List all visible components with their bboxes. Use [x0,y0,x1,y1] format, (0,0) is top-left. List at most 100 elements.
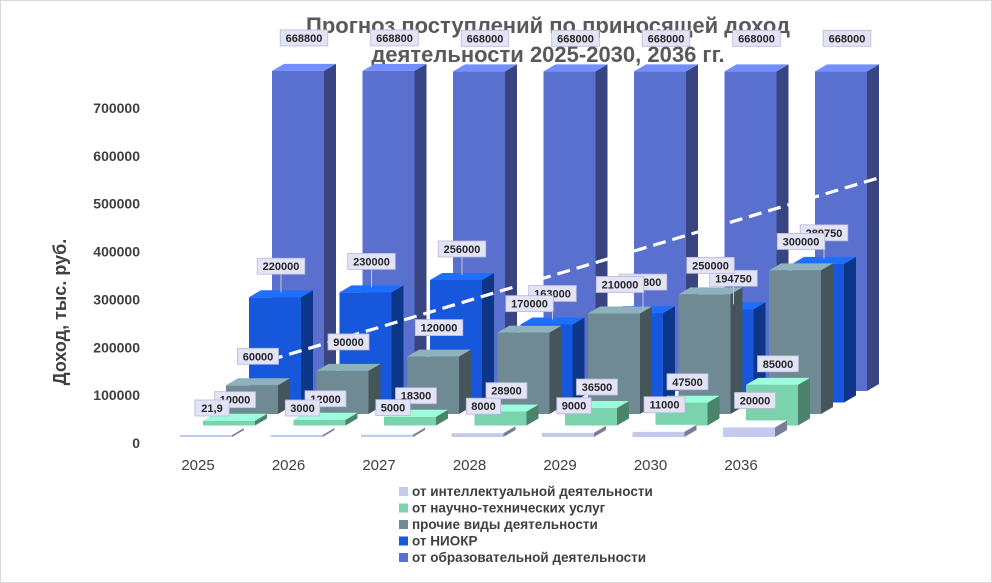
y-tick-label: 200000 [93,339,140,355]
svg-text:9000: 9000 [562,401,586,413]
svg-text:3000: 3000 [290,403,314,415]
svg-text:250000: 250000 [692,260,729,272]
data-label: 28900 [485,382,528,400]
x-tick-label: 2025 [181,457,214,474]
legend-label: от научно-технических услуг [412,501,606,516]
svg-text:60000: 60000 [243,351,274,363]
legend-swatch [399,503,408,513]
data-label: 90000 [327,333,370,351]
svg-text:220000: 220000 [263,261,300,273]
bar [361,427,425,437]
data-label: 20000 [734,392,776,409]
legend-label: прочие виды деятельности [412,517,598,532]
data-label: 250000 [686,256,735,274]
y-tick-label: 0 [132,435,140,451]
svg-text:47500: 47500 [672,377,703,389]
data-label: 668000 [732,29,781,47]
legend-item: от интеллектуальной деятельности [399,484,653,499]
y-tick-label: 100000 [93,387,140,403]
data-label: 668000 [641,29,691,47]
bar [451,426,516,437]
data-label: 256000 [437,240,487,275]
svg-text:668800: 668800 [376,33,413,45]
x-tick-label: 2029 [543,457,576,474]
x-tick-label: 2028 [453,457,486,474]
bar [407,349,471,414]
data-label: 668000 [460,29,510,47]
legend-label: от НИОКР [412,534,477,549]
legend-label: от образовательной деятельности [412,550,646,565]
svg-text:668000: 668000 [557,33,594,45]
legend-swatch [399,520,408,529]
svg-text:21,9: 21,9 [201,403,222,415]
trend-arrow [269,170,905,362]
svg-text:256000: 256000 [444,244,481,256]
legend-swatch [399,487,408,496]
svg-text:36500: 36500 [582,382,613,394]
y-axis-title: Доход, тыс. руб. [50,239,70,385]
svg-text:230000: 230000 [353,256,390,268]
data-label: 8000 [465,397,502,415]
svg-text:668000: 668000 [648,33,685,45]
bar [180,428,244,437]
legend-item: от НИОКР [399,534,477,549]
svg-text:668000: 668000 [829,33,866,45]
data-label: 668000 [822,29,872,47]
data-label: 668800 [279,29,329,47]
svg-text:85000: 85000 [763,359,794,371]
bar [542,425,606,437]
legend-swatch [399,536,408,546]
data-label: 85000 [757,355,799,373]
svg-text:5000: 5000 [381,403,405,415]
svg-text:668000: 668000 [738,33,775,45]
x-tick-label: 2026 [272,457,305,474]
data-label: 3000 [284,399,321,417]
legend-item: от научно-технических услуг [399,501,606,516]
data-label: 194750 [709,269,758,305]
bar [497,325,562,414]
bar [249,290,313,403]
data-label: 210000 [595,276,645,293]
svg-text:210000: 210000 [602,280,639,292]
data-label: 220000 [256,257,306,293]
data-label: 668800 [370,29,419,47]
bar [293,412,358,426]
data-label: 9000 [556,397,592,415]
data-label: 668000 [551,29,600,47]
y-tick-label: 700000 [93,100,140,116]
x-tick-label: 2036 [724,457,757,474]
y-tick-label: 600000 [93,148,140,164]
data-label: 47500 [666,373,709,391]
data-label: 21,9 [194,399,230,417]
bar [632,424,697,437]
data-label: 36500 [576,378,618,396]
svg-text:194750: 194750 [715,273,752,285]
y-tick-label: 400000 [93,244,140,260]
bar [723,420,787,437]
x-tick-label: 2027 [362,457,395,474]
data-label: 5000 [375,399,411,417]
legend-item: прочие виды деятельности [399,517,598,532]
data-label: 300000 [776,233,826,250]
svg-text:300000: 300000 [783,236,820,248]
svg-text:28900: 28900 [491,386,522,398]
svg-text:668000: 668000 [467,33,504,45]
y-tick-label: 300000 [93,291,140,307]
svg-text:20000: 20000 [740,395,771,407]
svg-text:8000: 8000 [471,401,495,413]
data-label: 230000 [347,253,396,288]
x-tick-label: 2030 [634,457,667,474]
bar [270,428,335,437]
svg-text:120000: 120000 [421,323,458,335]
y-tick-label: 500000 [93,196,140,212]
bar [588,306,652,414]
data-label: 170000 [505,295,554,313]
data-label: 11000 [643,396,686,414]
svg-text:90000: 90000 [333,337,364,349]
svg-text:170000: 170000 [511,299,548,311]
legend-label: от интеллектуальной деятельности [412,484,653,499]
bar [678,287,743,414]
svg-text:11000: 11000 [650,400,680,412]
data-label: 120000 [414,319,464,336]
